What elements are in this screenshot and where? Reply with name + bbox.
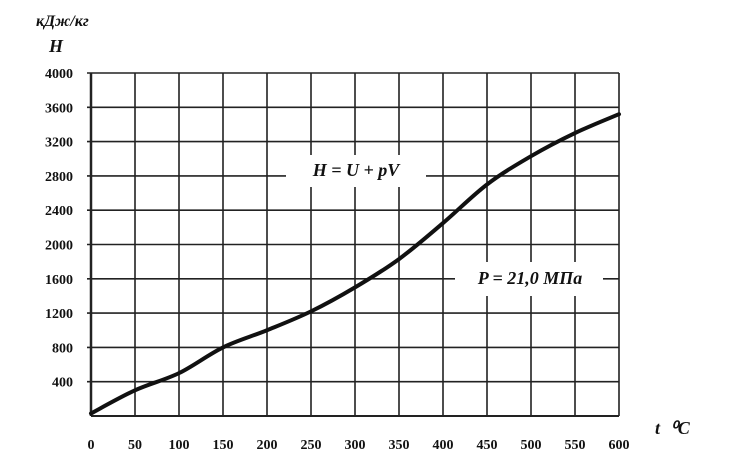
- pressure-label-bg: [455, 262, 603, 296]
- x-tick-label: 250: [301, 438, 322, 453]
- y-tick-label: 3200: [45, 136, 73, 151]
- x-tick-label: 50: [128, 438, 142, 453]
- x-tick-label: 450: [477, 438, 498, 453]
- y-tick-label: 1600: [45, 273, 73, 288]
- x-tick-label: 550: [565, 438, 586, 453]
- x-tick-label: 400: [433, 438, 454, 453]
- x-tick-label: 500: [521, 438, 542, 453]
- x-tick-labels: 0 50 100 150 200 250 300 350 400 450 500 550 600: [88, 438, 630, 453]
- grid: [87, 72, 620, 417]
- x-axis-label-main: t: [655, 418, 661, 438]
- y-tick-labels: 400 800 1200 1600 2000 2400 2800 3200 3600 4000: [45, 67, 73, 391]
- x-tick-label: 150: [213, 438, 234, 453]
- x-axis-label: t ⁰C: [655, 418, 691, 438]
- pressure-label: P = 21,0 MПa: [477, 268, 583, 288]
- x-tick-label: 300: [345, 438, 366, 453]
- y-tick-label: 400: [52, 376, 73, 391]
- y-tick-label: 4000: [45, 67, 73, 82]
- y-tick-label: 3600: [45, 101, 73, 116]
- y-tick-label: 800: [52, 341, 73, 356]
- y-tick-label: 2400: [45, 204, 73, 219]
- x-tick-label: 350: [389, 438, 410, 453]
- formula-label-bg: [286, 155, 426, 187]
- y-tick-label: 1200: [45, 307, 73, 322]
- x-tick-label: 200: [257, 438, 278, 453]
- x-tick-label: 600: [609, 438, 630, 453]
- enthalpy-curve: [89, 112, 621, 416]
- y-tick-label: 2800: [45, 170, 73, 185]
- x-tick-label: 0: [88, 438, 95, 453]
- y-tick-label: 2000: [45, 239, 73, 254]
- x-axis-label-unit: ⁰C: [671, 418, 691, 438]
- y-axis-unit: кДж/кг: [36, 13, 89, 30]
- formula-label: H = U + pV: [312, 160, 402, 180]
- x-tick-label: 100: [169, 438, 190, 453]
- y-axis-label: H: [48, 36, 64, 56]
